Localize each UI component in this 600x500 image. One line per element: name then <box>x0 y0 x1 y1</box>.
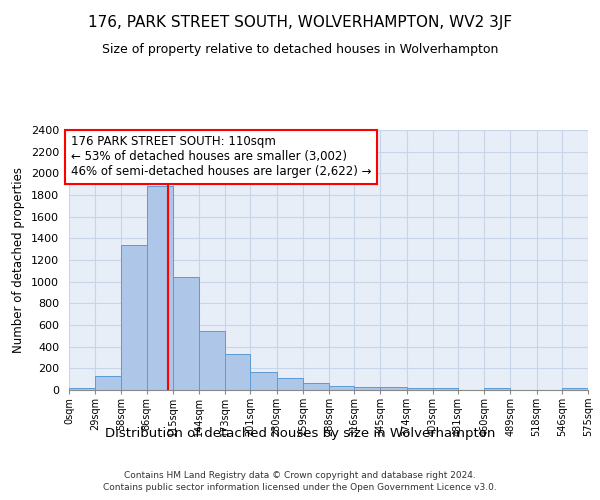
Text: 176, PARK STREET SOUTH, WOLVERHAMPTON, WV2 3JF: 176, PARK STREET SOUTH, WOLVERHAMPTON, W… <box>88 15 512 30</box>
Bar <box>173 278 199 390</box>
Bar <box>146 186 173 390</box>
Bar <box>225 354 250 390</box>
Bar <box>95 376 121 390</box>
Bar <box>433 388 458 390</box>
Bar <box>250 372 277 390</box>
Bar <box>484 388 511 390</box>
Bar <box>121 245 146 390</box>
Bar <box>562 388 588 390</box>
Text: Contains HM Land Registry data © Crown copyright and database right 2024.: Contains HM Land Registry data © Crown c… <box>124 471 476 480</box>
Bar <box>380 388 407 390</box>
Text: Size of property relative to detached houses in Wolverhampton: Size of property relative to detached ho… <box>102 42 498 56</box>
Y-axis label: Number of detached properties: Number of detached properties <box>13 167 25 353</box>
Text: Distribution of detached houses by size in Wolverhampton: Distribution of detached houses by size … <box>105 428 495 440</box>
Bar <box>329 386 354 390</box>
Bar <box>199 331 225 390</box>
Bar <box>354 387 380 390</box>
Bar <box>277 378 303 390</box>
Bar <box>303 383 329 390</box>
Text: 176 PARK STREET SOUTH: 110sqm
← 53% of detached houses are smaller (3,002)
46% o: 176 PARK STREET SOUTH: 110sqm ← 53% of d… <box>71 136 371 178</box>
Text: Contains public sector information licensed under the Open Government Licence v3: Contains public sector information licen… <box>103 484 497 492</box>
Bar <box>69 388 95 390</box>
Bar <box>407 388 433 390</box>
